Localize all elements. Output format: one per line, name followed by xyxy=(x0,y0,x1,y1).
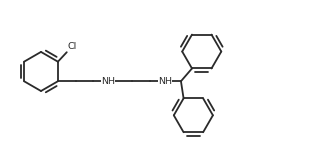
Text: NH: NH xyxy=(158,77,172,86)
Text: Cl: Cl xyxy=(67,42,77,51)
Text: NH: NH xyxy=(101,77,115,86)
